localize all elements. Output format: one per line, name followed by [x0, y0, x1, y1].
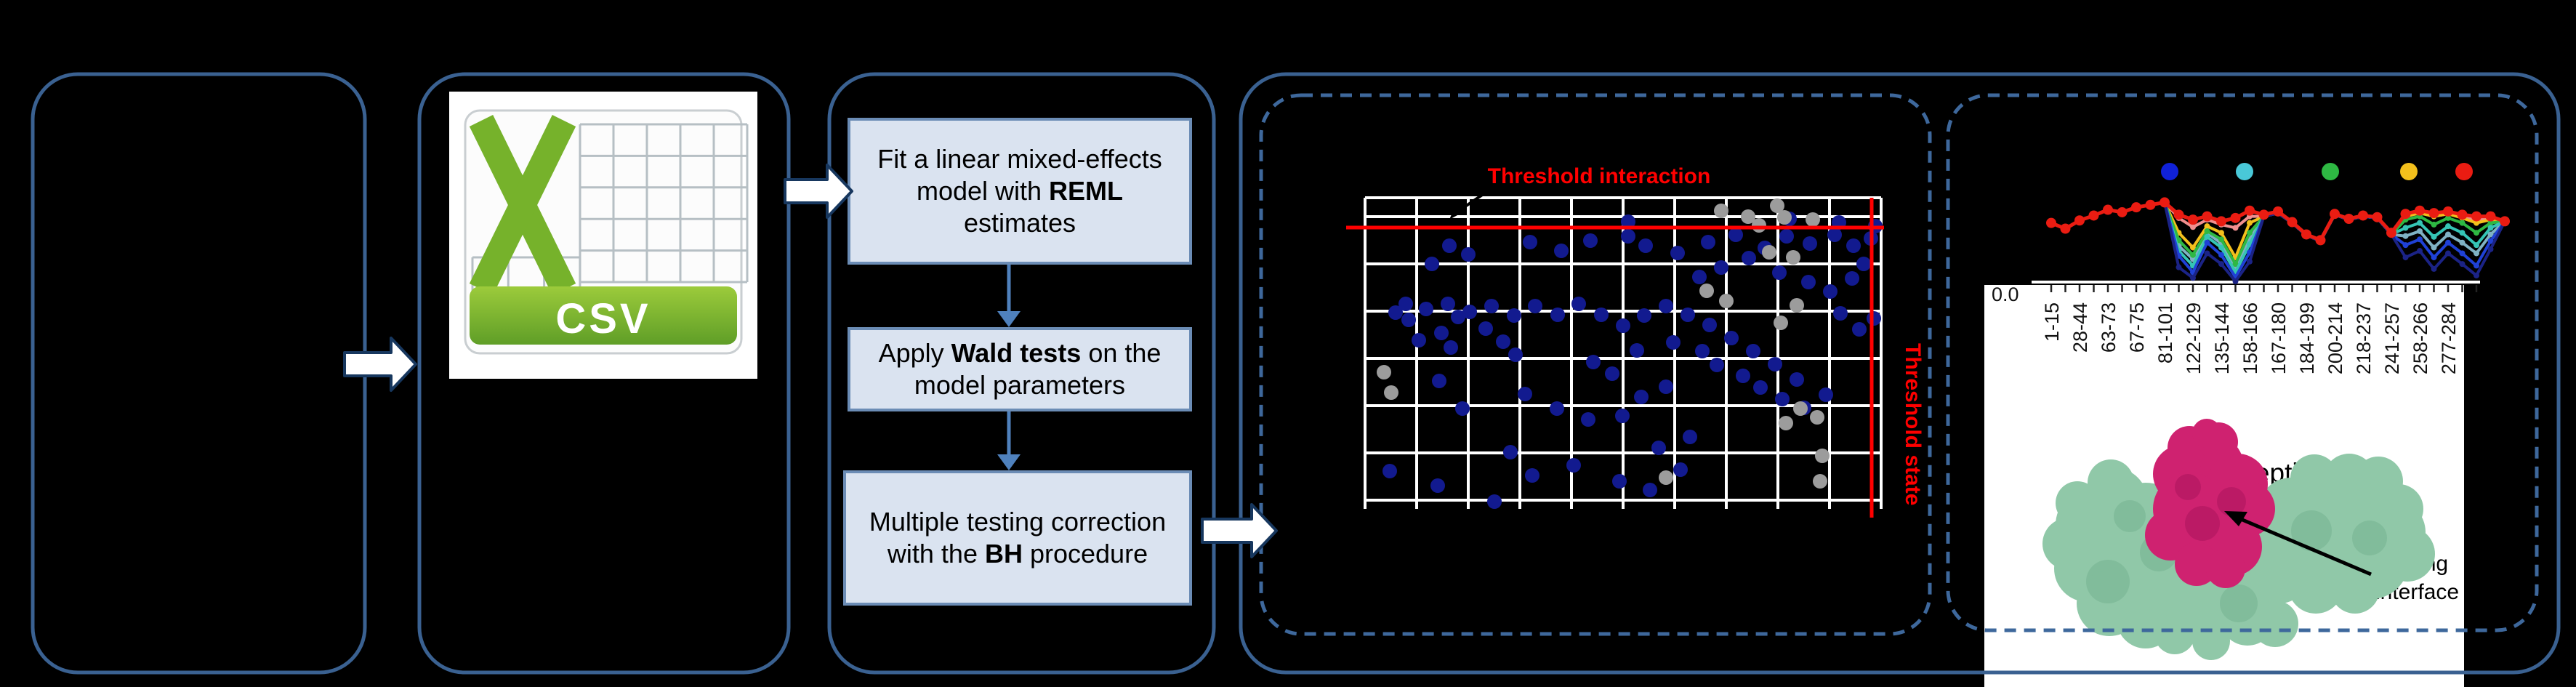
- arrow-workflow-to-results: [1201, 503, 1278, 558]
- csv-file-icon: CSV: [449, 92, 757, 379]
- panel-input-border: [31, 72, 367, 675]
- workflow-step-multiple-testing: Multiple testing correction with the BH p…: [843, 470, 1192, 606]
- connector-step1-step2-head: [997, 311, 1021, 327]
- arrow-input-to-csv: [343, 337, 417, 392]
- volcano-scatter-plot: [1346, 182, 1884, 518]
- csv-text: CSV: [555, 294, 651, 342]
- x-axis-title: Peptide: [2237, 458, 2328, 488]
- threshold-interaction-label: Threshold interaction: [1487, 164, 1711, 188]
- workflow-step-wald-tests: Apply Wald tests on the model parameters: [848, 327, 1192, 411]
- peptide-panel-background: 0.0 Peptide Binding interface: [1984, 285, 2464, 687]
- threshold-state-label: Threshold state: [1901, 343, 1925, 506]
- binding-interface-label: Binding interface: [2375, 552, 2460, 604]
- connector-step2-step3-head: [997, 454, 1021, 470]
- workflow-step-fit-model: Fit a linear mixed-effects model with RE…: [848, 118, 1192, 265]
- y-axis-tick-label: 0.0: [1992, 285, 2019, 305]
- arrow-csv-to-workflow: [784, 164, 853, 219]
